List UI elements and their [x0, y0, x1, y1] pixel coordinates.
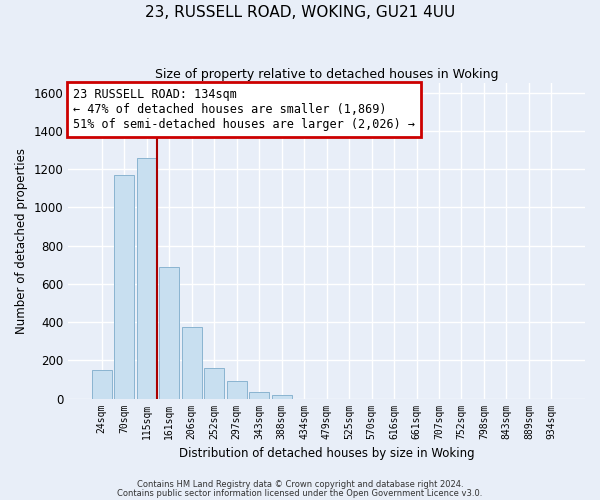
- Bar: [137, 158, 157, 398]
- Y-axis label: Number of detached properties: Number of detached properties: [15, 148, 28, 334]
- Text: Contains HM Land Registry data © Crown copyright and database right 2024.: Contains HM Land Registry data © Crown c…: [137, 480, 463, 489]
- Bar: [182, 327, 202, 398]
- Text: 23, RUSSELL ROAD, WOKING, GU21 4UU: 23, RUSSELL ROAD, WOKING, GU21 4UU: [145, 5, 455, 20]
- Bar: [92, 370, 112, 398]
- Text: 23 RUSSELL ROAD: 134sqm
← 47% of detached houses are smaller (1,869)
51% of semi: 23 RUSSELL ROAD: 134sqm ← 47% of detache…: [73, 88, 415, 131]
- Bar: [204, 368, 224, 398]
- Text: Contains public sector information licensed under the Open Government Licence v3: Contains public sector information licen…: [118, 488, 482, 498]
- Bar: [227, 382, 247, 398]
- Bar: [159, 266, 179, 398]
- Bar: [272, 394, 292, 398]
- Bar: [114, 175, 134, 398]
- Title: Size of property relative to detached houses in Woking: Size of property relative to detached ho…: [155, 68, 499, 80]
- X-axis label: Distribution of detached houses by size in Woking: Distribution of detached houses by size …: [179, 447, 475, 460]
- Bar: [249, 392, 269, 398]
